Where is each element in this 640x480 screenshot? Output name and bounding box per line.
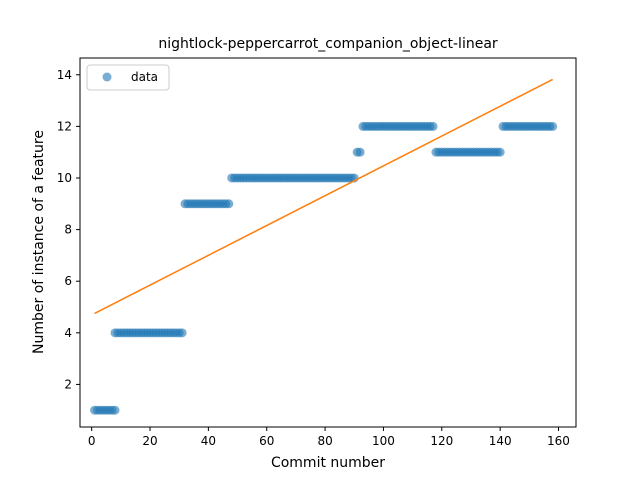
data-point — [224, 199, 234, 209]
y-tick-label: 8 — [64, 223, 72, 237]
data-point — [428, 121, 438, 131]
x-axis: 0 20 40 60 80 100 120 140 160 — [88, 427, 570, 448]
y-tick-label: 14 — [57, 68, 72, 82]
x-axis-label: Commit number — [271, 455, 385, 471]
data-point — [495, 147, 505, 157]
x-tick-label: 100 — [372, 434, 395, 448]
x-tick-label: 160 — [547, 434, 570, 448]
x-tick-label: 0 — [88, 434, 96, 448]
data-point — [177, 328, 187, 338]
data-point — [548, 121, 558, 131]
x-tick-label: 140 — [489, 434, 512, 448]
x-tick-label: 40 — [201, 434, 216, 448]
x-tick-label: 60 — [259, 434, 274, 448]
data-point — [110, 405, 120, 415]
x-tick-label: 80 — [317, 434, 332, 448]
legend-marker-data — [102, 72, 112, 82]
y-axis: 2 4 6 8 10 12 14 — [57, 68, 80, 391]
fit-line — [94, 78, 554, 315]
legend-label-data: data — [131, 70, 158, 84]
y-tick-label: 4 — [64, 326, 72, 340]
y-tick-label: 6 — [64, 274, 72, 288]
legend-box — [86, 64, 170, 91]
y-tick-label: 2 — [64, 377, 72, 391]
data-point — [355, 147, 365, 157]
y-tick-label: 10 — [57, 171, 72, 185]
plot-area — [90, 78, 558, 415]
x-tick-label: 20 — [142, 434, 157, 448]
y-tick-label: 12 — [57, 119, 72, 133]
y-axis-label: Number of instance of a feature — [31, 130, 47, 354]
axes-frame — [79, 57, 577, 428]
legend: data — [86, 64, 170, 91]
x-tick-label: 120 — [430, 434, 453, 448]
chart-title: nightlock-peppercarrot_companion_object-… — [158, 36, 498, 52]
